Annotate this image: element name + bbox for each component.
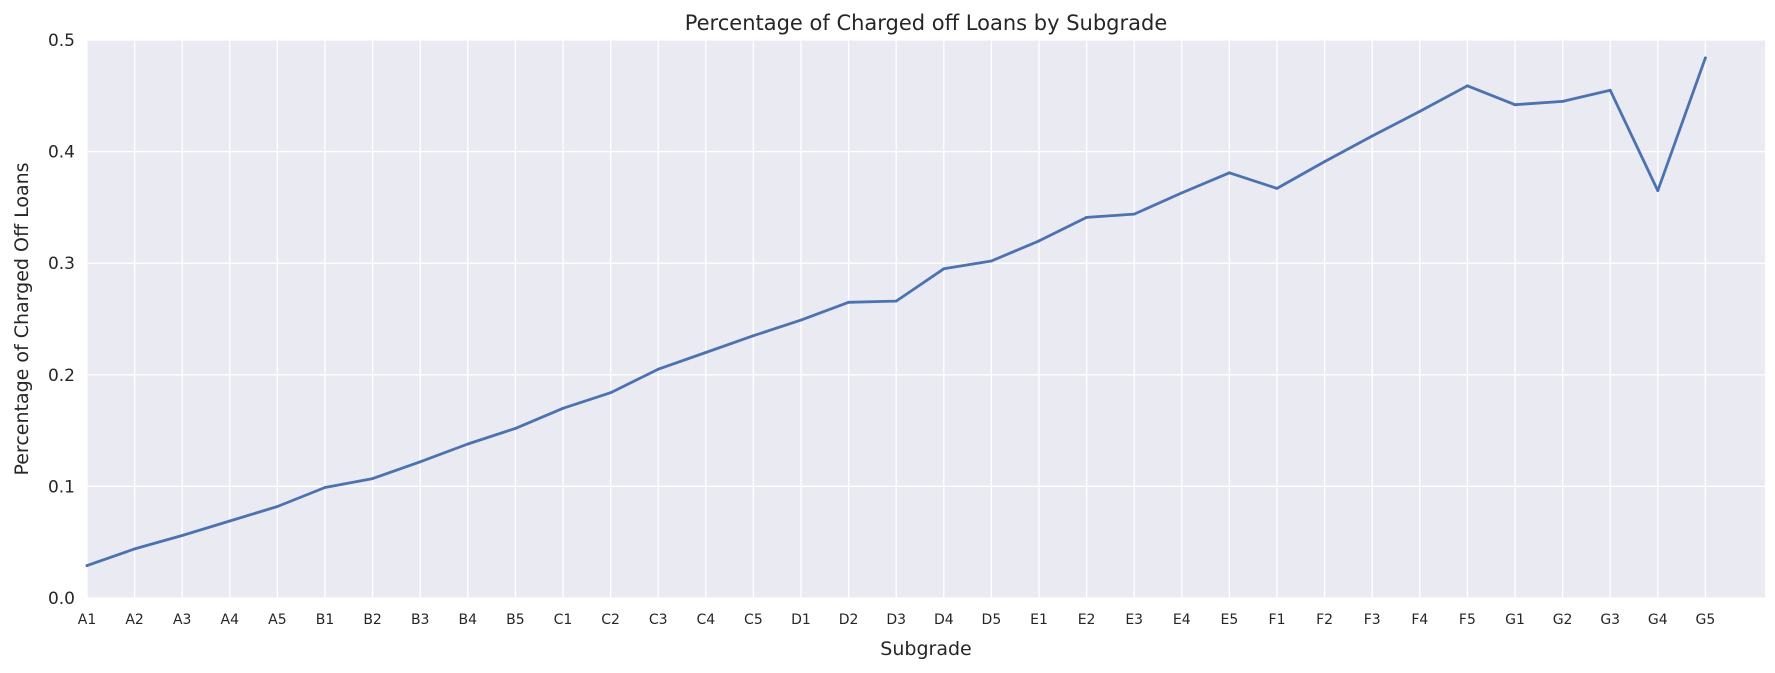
y-tick-label: 0.5 xyxy=(48,31,75,51)
data-point xyxy=(1656,189,1660,193)
data-point xyxy=(609,391,612,395)
data-point xyxy=(894,299,898,303)
x-tick-label: C2 xyxy=(601,612,620,628)
data-point xyxy=(1561,99,1564,103)
x-tick-label: A2 xyxy=(125,612,143,628)
data-point xyxy=(180,534,184,537)
x-tick-label: G1 xyxy=(1505,612,1525,628)
y-tick-labels: 0.0 0.1 0.2 0.3 0.4 0.5 xyxy=(48,31,75,609)
y-tick-label: 0.1 xyxy=(48,477,75,497)
x-tick-label: D5 xyxy=(982,612,1002,628)
x-tick-label: B1 xyxy=(316,612,335,628)
data-point xyxy=(752,334,755,338)
grid xyxy=(86,39,1765,599)
y-axis-label: Percentage of Charged Off Loans xyxy=(11,162,33,475)
x-tick-label: E1 xyxy=(1030,612,1048,628)
x-tick-label: G2 xyxy=(1553,612,1573,628)
x-tick-label: F4 xyxy=(1411,612,1428,628)
x-tick-label: D2 xyxy=(839,612,859,628)
x-tick-labels: A1 A2 A3 A4 A5 B1 B2 B3 B4 B5 C1 C2 C3 C4 C5 D1 D2 D3 D4 D5… xyxy=(78,612,1716,628)
x-tick-label: F5 xyxy=(1459,612,1476,628)
data-point xyxy=(704,351,708,354)
x-axis-label: Subgrade xyxy=(880,638,971,660)
data-point xyxy=(323,486,327,489)
x-tick-label: F2 xyxy=(1316,612,1333,628)
data-point xyxy=(847,300,850,304)
data-point xyxy=(228,519,232,523)
y-tick-label: 0.0 xyxy=(48,589,75,609)
data-point xyxy=(1228,171,1231,175)
x-tick-label: C3 xyxy=(649,612,668,628)
data-point xyxy=(1085,216,1088,219)
x-tick-label: A5 xyxy=(268,612,286,628)
x-tick-label: G4 xyxy=(1648,612,1668,628)
x-tick-label: E2 xyxy=(1078,612,1096,628)
data-point xyxy=(1466,84,1469,88)
data-point xyxy=(1180,191,1184,195)
data-point xyxy=(561,406,565,410)
x-tick-label: D1 xyxy=(791,612,811,628)
data-point xyxy=(85,564,89,568)
y-tick-label: 0.2 xyxy=(48,366,75,386)
data-point xyxy=(466,442,470,446)
x-tick-label: A4 xyxy=(221,612,240,628)
x-tick-label: D3 xyxy=(886,612,906,628)
x-tick-label: G3 xyxy=(1600,612,1620,628)
x-tick-label: F1 xyxy=(1269,612,1286,628)
x-tick-label: B2 xyxy=(363,612,382,628)
data-point xyxy=(371,477,374,480)
x-tick-label: B5 xyxy=(506,612,525,628)
data-point xyxy=(1608,88,1612,92)
data-points xyxy=(85,56,1707,568)
x-tick-label: A1 xyxy=(78,612,96,628)
data-point xyxy=(1132,212,1136,216)
x-tick-label: B3 xyxy=(411,612,430,628)
x-tick-label: G5 xyxy=(1696,612,1716,628)
x-tick-label: C1 xyxy=(554,612,573,628)
x-tick-label: C5 xyxy=(744,612,763,628)
data-point xyxy=(1370,134,1374,138)
x-tick-label: E5 xyxy=(1221,612,1239,628)
x-tick-label: B4 xyxy=(459,612,478,628)
data-point xyxy=(1418,110,1422,113)
data-point xyxy=(418,460,422,464)
x-tick-label: E4 xyxy=(1173,612,1191,628)
data-point xyxy=(656,367,660,371)
x-tick-label: C4 xyxy=(696,612,715,628)
data-point xyxy=(1513,103,1517,107)
data-point xyxy=(990,259,993,263)
data-point xyxy=(133,547,137,551)
x-tick-label: F3 xyxy=(1364,612,1381,628)
data-point xyxy=(276,505,279,508)
data-point xyxy=(514,426,517,430)
data-point xyxy=(799,318,803,322)
x-tick-label: E3 xyxy=(1125,612,1143,628)
y-tick-label: 0.3 xyxy=(48,254,75,274)
data-point xyxy=(1275,187,1279,190)
x-tick-label: D4 xyxy=(934,612,954,628)
data-point xyxy=(1037,239,1041,243)
data-point xyxy=(1323,160,1326,164)
plot-area xyxy=(87,40,1765,598)
data-point xyxy=(1704,56,1707,60)
x-tick-label: A3 xyxy=(173,612,191,628)
data-point xyxy=(942,267,946,271)
y-tick-label: 0.4 xyxy=(48,143,75,163)
chart-title: Percentage of Charged off Loans by Subgr… xyxy=(685,11,1168,35)
